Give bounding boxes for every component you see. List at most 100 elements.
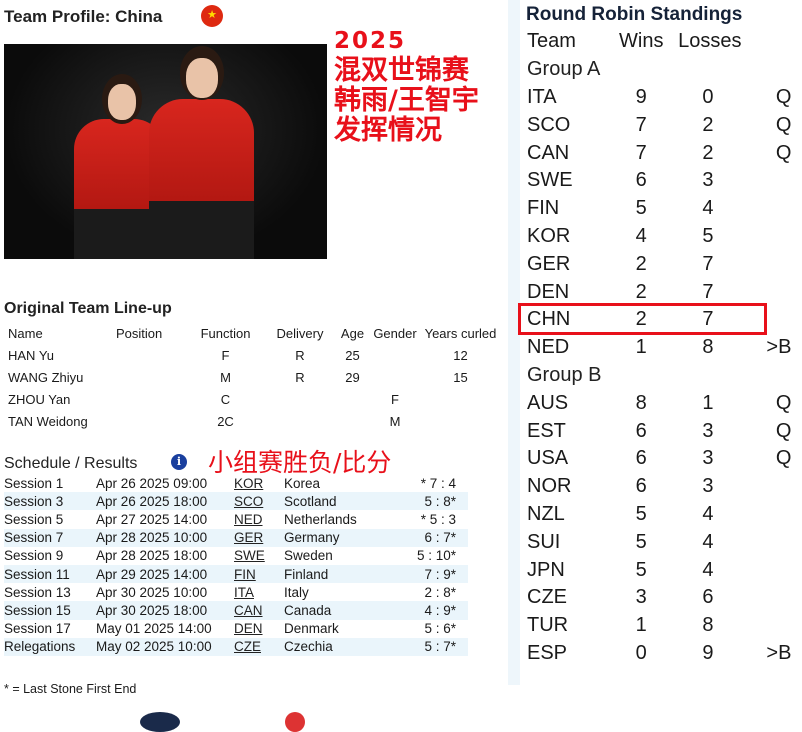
qualification-status <box>741 195 791 223</box>
lineup-row: WANG Zhiyu M R 29 15 <box>8 366 498 388</box>
opponent-name: Sweden <box>284 548 333 564</box>
opponent-code-link[interactable]: FIN <box>234 566 256 582</box>
chn-highlight-box <box>518 303 767 335</box>
opponent-code-link[interactable]: KOR <box>234 475 264 491</box>
column-header: Name <box>8 325 43 341</box>
session-cell: Session 11 <box>4 566 70 582</box>
wins: 7 <box>635 113 647 136</box>
losses: 8 <box>702 614 714 637</box>
sponsor-logo <box>285 712 305 732</box>
team-code: SCO <box>527 113 571 136</box>
overlay-year: 2025 <box>334 28 407 54</box>
datetime-cell: Apr 26 2025 09:00 <box>96 475 208 491</box>
losses: 3 <box>702 475 714 498</box>
opponent-name: Italy <box>284 584 309 600</box>
opponent-code-link[interactable]: NED <box>234 511 263 527</box>
losses: 7 <box>702 280 714 303</box>
session-cell: Session 7 <box>4 530 64 546</box>
standings-row: NED 1 8 >B <box>527 334 791 362</box>
opponent-name: Netherlands <box>284 511 357 527</box>
wins: 6 <box>635 419 647 442</box>
team-code: SUI <box>527 530 561 553</box>
schedule-row: Session 11 Apr 29 2025 14:00 FIN Finland 7 :… <box>4 564 468 584</box>
team-code: ESP <box>527 641 568 664</box>
session-cell: Session 3 <box>4 493 64 509</box>
datetime-cell: Apr 30 2025 18:00 <box>96 602 208 618</box>
lineup-cell: ZHOU Yan <box>8 391 71 407</box>
schedule-row: Session 15 Apr 30 2025 18:00 CAN Canada 4 : … <box>4 601 468 620</box>
team-code: USA <box>527 447 569 470</box>
standings-row: SCO 7 2 Q <box>527 111 791 139</box>
opponent-code-link[interactable]: CAN <box>234 602 263 618</box>
qualification-status: >B <box>766 336 792 359</box>
qualification-status <box>741 584 791 612</box>
wins: 2 <box>635 308 647 331</box>
lineup-cell <box>338 410 367 432</box>
lineup-cell <box>367 344 423 366</box>
score-cell: 5 : 6* <box>424 621 456 637</box>
losses: 9 <box>702 641 714 664</box>
team-code: NED <box>527 336 570 359</box>
wins: 1 <box>635 614 647 637</box>
opponent-code-link[interactable]: ITA <box>234 584 254 600</box>
score-cell: * 7 : 4 <box>420 475 456 491</box>
opponent-code-link[interactable]: SWE <box>234 548 265 564</box>
wins: 4 <box>635 224 647 247</box>
lineup-header-row: Name Position Function Delivery Age Gender Yea… <box>8 322 498 344</box>
overlay-line: 发挥情况 <box>334 115 442 146</box>
opponent-code-link[interactable]: GER <box>234 530 264 546</box>
lineup-cell <box>367 366 423 388</box>
standings-header-row: Team Wins Losses <box>527 28 791 56</box>
opponent-code-link[interactable]: SCO <box>234 493 264 509</box>
team-code: KOR <box>527 224 571 247</box>
wins: 3 <box>635 586 647 609</box>
losses: 1 <box>702 391 714 414</box>
qualification-status: Q <box>775 391 792 414</box>
standings-row: AUS 8 1 Q <box>527 389 791 417</box>
column-header: Losses <box>678 30 742 53</box>
losses: 3 <box>702 419 714 442</box>
schedule-table: Session 1 Apr 26 2025 09:00 KOR Korea * 7 : … <box>4 474 468 656</box>
qualification-status: Q <box>775 447 792 470</box>
score-cell: 5 : 7* <box>424 639 456 655</box>
team-code: NZL <box>527 502 565 525</box>
opponent-code-link[interactable]: CZE <box>234 639 261 655</box>
datetime-cell: Apr 29 2025 14:00 <box>96 566 208 582</box>
schedule-row: Relegations May 02 2025 10:00 CZE Czechia 5 … <box>4 637 468 656</box>
score-cell: 2 : 8* <box>424 584 456 600</box>
schedule-row: Session 3 Apr 26 2025 18:00 SCO Scotland 5 :… <box>4 492 468 511</box>
wins: 2 <box>635 252 647 275</box>
schedule-row: Session 17 May 01 2025 14:00 DEN Denmark 5 :… <box>4 620 468 638</box>
wins: 7 <box>635 141 647 164</box>
datetime-cell: Apr 28 2025 18:00 <box>96 548 208 564</box>
score-cell: * 5 : 3 <box>420 511 456 527</box>
standings-row: TUR 1 8 <box>527 612 791 640</box>
schedule-row: Session 5 Apr 27 2025 14:00 NED Netherlands… <box>4 510 468 528</box>
lineup-row: TAN Weidong 2C M <box>8 410 498 432</box>
info-icon[interactable]: i <box>171 454 187 470</box>
wins: 5 <box>635 502 647 525</box>
score-cell: 5 : 8* <box>424 493 456 509</box>
losses: 3 <box>702 447 714 470</box>
wins: 2 <box>635 280 647 303</box>
losses: 4 <box>702 558 714 581</box>
lineup-cell: WANG Zhiyu <box>8 369 84 385</box>
standings-row: ESP 0 9 >B <box>527 640 791 668</box>
qualification-status: >B <box>766 641 792 664</box>
opponent-code-link[interactable]: DEN <box>234 621 263 637</box>
wins: 5 <box>635 558 647 581</box>
qualification-status <box>741 278 791 306</box>
lineup-title: Original Team Line-up <box>4 300 172 317</box>
qualification-status: Q <box>775 141 792 164</box>
losses: 4 <box>702 197 714 220</box>
team-code: JPN <box>527 558 565 581</box>
qualification-status: Q <box>775 85 792 108</box>
losses: 6 <box>702 586 714 609</box>
team-code: DEN <box>527 280 570 303</box>
opponent-name: Germany <box>284 530 340 546</box>
wins: 5 <box>635 530 647 553</box>
losses: 7 <box>702 252 714 275</box>
standings-row: JPN 5 4 <box>527 556 791 584</box>
column-header: Position <box>116 325 163 341</box>
lineup-cell: HAN Yu <box>8 347 55 363</box>
